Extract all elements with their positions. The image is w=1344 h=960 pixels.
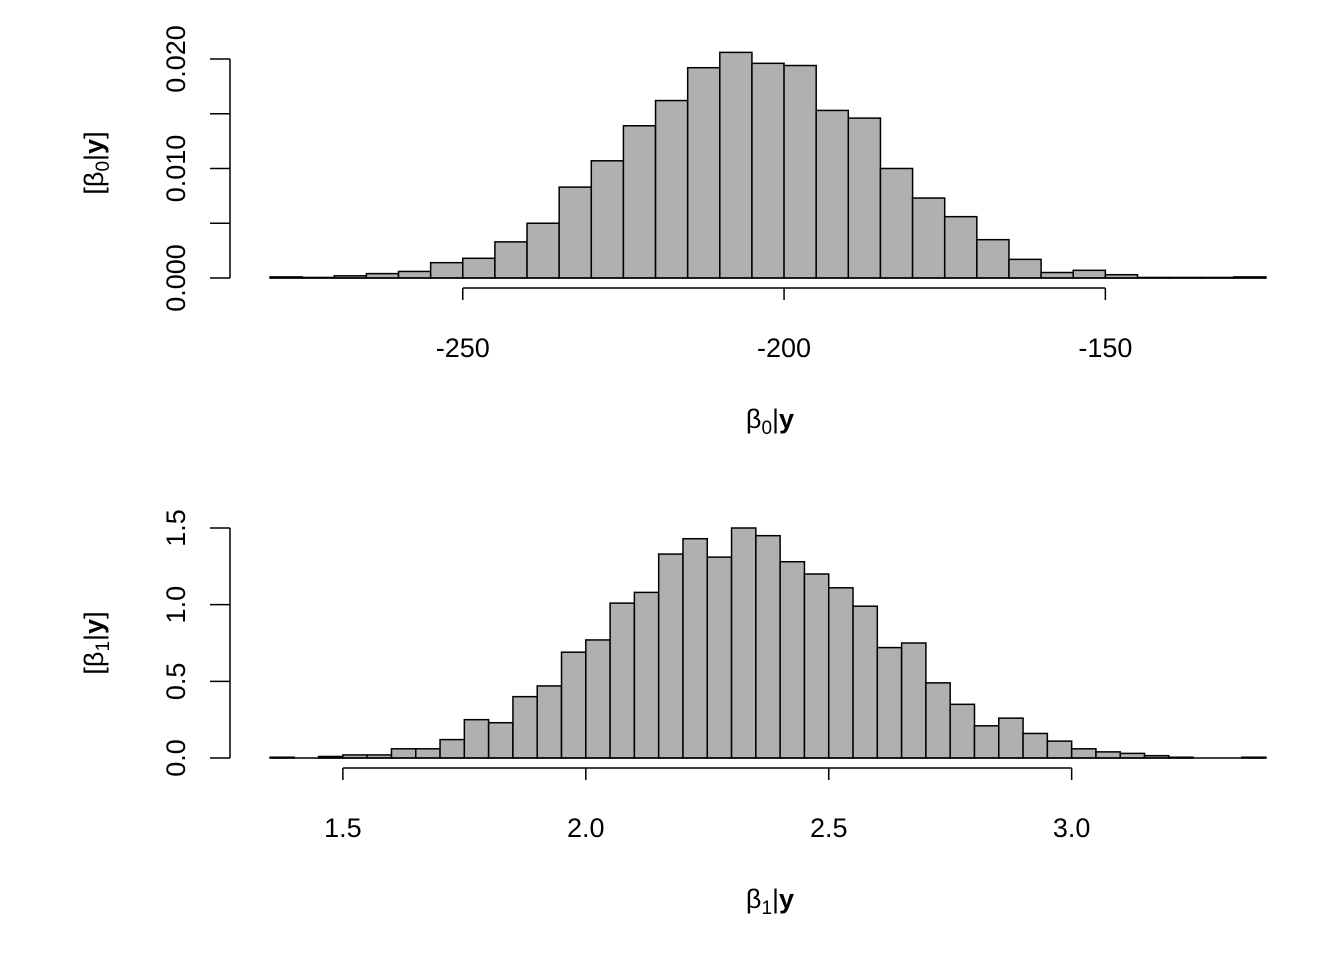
y-tick-label: 1.0 bbox=[161, 586, 191, 624]
histogram-bar bbox=[609, 602, 636, 759]
y-tick-label: 1.5 bbox=[161, 509, 191, 547]
histogram-bar bbox=[494, 241, 528, 279]
histogram-bar bbox=[415, 748, 441, 759]
histogram-bar bbox=[803, 573, 830, 759]
x-axis-label-subscript: 0 bbox=[761, 418, 772, 439]
histogram-bar bbox=[390, 748, 417, 759]
x-tick-label: -200 bbox=[757, 333, 811, 363]
histogram-bar bbox=[719, 51, 753, 279]
histogram-bar bbox=[622, 125, 657, 279]
histogram-bar bbox=[463, 718, 490, 759]
x-axis-label-bar: | bbox=[772, 404, 779, 434]
y-tick-label: 0.020 bbox=[161, 25, 191, 93]
histogram-bar bbox=[686, 66, 721, 279]
histogram-bar bbox=[730, 527, 757, 759]
histogram-bar bbox=[558, 186, 593, 279]
histogram-bar bbox=[706, 556, 733, 759]
histogram-bar bbox=[779, 560, 806, 759]
y-axis-label-bar: | bbox=[79, 154, 109, 161]
histogram-bar bbox=[526, 222, 560, 279]
histogram-bar bbox=[633, 591, 660, 759]
y-axis-label-close: ] bbox=[79, 131, 109, 139]
x-axis-label-symbol: β bbox=[746, 404, 762, 434]
histogram-bar bbox=[590, 160, 625, 279]
y-axis-label-symbol: [β bbox=[79, 652, 109, 675]
x-axis-label: β0|y bbox=[746, 404, 794, 439]
histogram-bar bbox=[847, 117, 882, 279]
histogram-bar bbox=[755, 534, 781, 759]
y-axis-label-symbol: [β bbox=[79, 172, 109, 195]
histogram-bar bbox=[429, 261, 464, 279]
x-axis-label-bold: y bbox=[779, 884, 794, 914]
histogram-bar bbox=[783, 64, 817, 279]
histogram-bar bbox=[973, 725, 1000, 759]
histogram-bar bbox=[682, 537, 709, 759]
histogram-bar bbox=[487, 721, 514, 759]
y-tick-label: 0.000 bbox=[161, 244, 191, 312]
y-tick-label: 0.5 bbox=[161, 663, 191, 701]
histogram-bar bbox=[876, 646, 903, 759]
histogram-bar bbox=[1095, 751, 1121, 759]
histogram-bar bbox=[1046, 740, 1073, 759]
histogram-bar bbox=[1022, 732, 1049, 759]
histogram-bar bbox=[911, 197, 946, 279]
y-axis-label-bold: y bbox=[79, 619, 109, 634]
histogram-bar bbox=[998, 717, 1024, 759]
histogram-bar bbox=[439, 738, 466, 759]
y-axis-label-close: ] bbox=[79, 611, 109, 619]
x-tick-label: -250 bbox=[436, 333, 490, 363]
x-axis-label: β1|y bbox=[746, 884, 794, 919]
histogram-bar bbox=[1008, 258, 1042, 279]
histogram-bar bbox=[560, 651, 587, 759]
x-axis-label-bold: y bbox=[779, 404, 794, 434]
histogram-bar bbox=[1070, 748, 1097, 759]
histogram-bar bbox=[512, 695, 538, 759]
histogram-bar bbox=[654, 99, 689, 279]
y-axis-label-bar: | bbox=[79, 634, 109, 641]
histogram-bar bbox=[827, 587, 854, 759]
histogram-bar bbox=[462, 257, 496, 279]
x-tick-label: 3.0 bbox=[1053, 813, 1091, 843]
histogram-bar bbox=[536, 685, 563, 759]
histogram-bar bbox=[751, 62, 785, 279]
histogram-bar bbox=[879, 167, 914, 279]
x-tick-label: 2.5 bbox=[810, 813, 848, 843]
histogram-bar bbox=[657, 553, 684, 759]
y-tick-label: 0.010 bbox=[161, 135, 191, 203]
y-axis-label-subscript: 1 bbox=[93, 641, 114, 652]
x-axis-label-bar: | bbox=[772, 884, 779, 914]
y-axis-label: [β0|y] bbox=[79, 131, 114, 194]
beta1-histogram-panel: 1.5 2.0 2.5 3.00.00.51.01.5β1|y[β1|y] bbox=[79, 509, 1267, 919]
histogram-bar bbox=[852, 605, 879, 759]
histogram-bar bbox=[949, 703, 976, 759]
histogram-bar bbox=[925, 682, 951, 759]
x-tick-label: 1.5 bbox=[324, 813, 362, 843]
histogram-bar bbox=[943, 215, 978, 279]
y-axis-label-bold: y bbox=[79, 139, 109, 154]
histogram-bar bbox=[900, 642, 927, 759]
x-tick-label: -150 bbox=[1078, 333, 1132, 363]
y-axis-label: [β1|y] bbox=[79, 611, 114, 674]
histogram-bar bbox=[815, 109, 850, 279]
histogram-bar bbox=[1072, 269, 1107, 279]
histogram-bar bbox=[976, 238, 1010, 279]
x-axis-label-subscript: 1 bbox=[761, 898, 772, 919]
x-tick-label: 2.0 bbox=[567, 813, 605, 843]
histogram-bar bbox=[397, 270, 432, 279]
histogram-bar bbox=[585, 639, 611, 759]
y-axis-label-subscript: 0 bbox=[93, 161, 114, 172]
histogram-bar bbox=[1040, 271, 1074, 279]
y-tick-label: 0.0 bbox=[161, 739, 191, 777]
x-axis-label-symbol: β bbox=[746, 884, 762, 914]
